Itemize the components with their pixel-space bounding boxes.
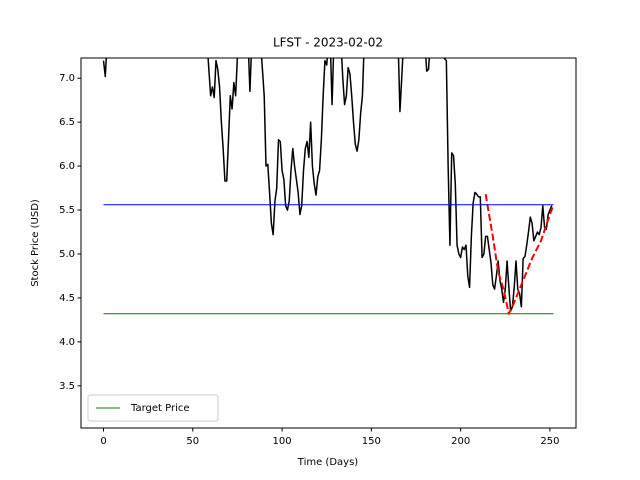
y-tick-label: 4.5 [59, 293, 75, 304]
y-tick-label: 5.0 [59, 249, 75, 260]
legend-box [87, 394, 219, 422]
y-tick-label: 6.0 [59, 161, 75, 172]
y-tick-label: 5.5 [59, 205, 75, 216]
chart-title: LFST - 2023-02-02 [273, 36, 383, 50]
legend-label: Target Price [130, 403, 190, 414]
x-tick-label: 0 [100, 436, 106, 447]
plot-area [102, 58, 555, 315]
y-axis-label: Stock Price (USD) [30, 199, 41, 287]
x-tick-label: 100 [273, 436, 292, 447]
y-tick-label: 4.0 [59, 337, 75, 348]
axes-frame [80, 57, 577, 429]
x-tick-label: 250 [540, 436, 559, 447]
x-axis-label: Time (Days) [297, 457, 359, 468]
x-tick-label: 50 [186, 436, 199, 447]
y-tick-label: 3.5 [59, 381, 75, 392]
y-tick-label: 6.5 [59, 117, 75, 128]
series-line [484, 194, 555, 315]
y-tick-label: 7.0 [59, 73, 75, 84]
x-tick-label: 200 [451, 436, 470, 447]
series-line [102, 58, 553, 312]
x-tick-label: 150 [362, 436, 381, 447]
